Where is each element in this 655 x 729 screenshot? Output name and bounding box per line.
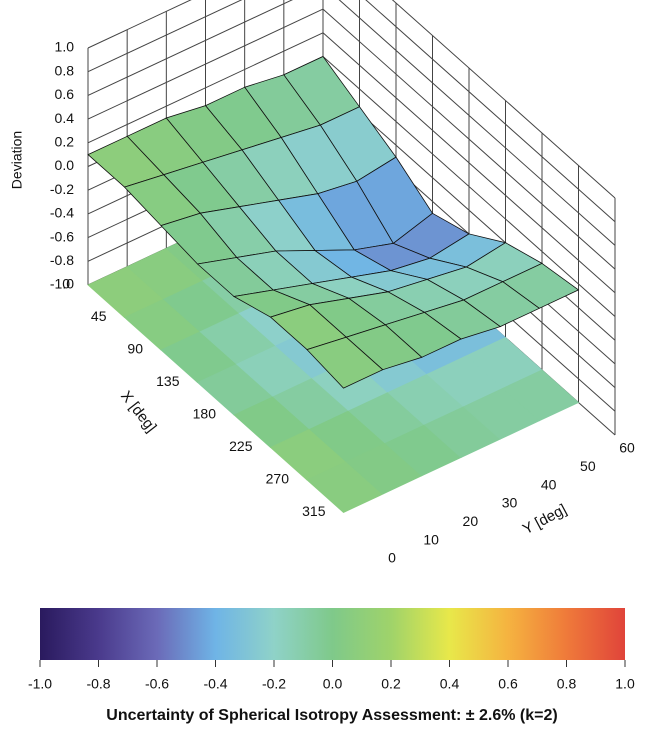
x-tick-label: 270 (266, 471, 290, 487)
y-axis-label: Y [deg] (520, 501, 570, 538)
z-tick-label: 0.4 (55, 110, 75, 126)
y-tick-label: 20 (463, 513, 479, 529)
surface-cell (306, 336, 384, 389)
x-tick-label: 90 (127, 341, 143, 357)
y-tick-label: 30 (502, 495, 518, 511)
contour-cell (502, 369, 580, 422)
x-tick-label: 180 (193, 406, 217, 422)
z-tick-label: -0.6 (50, 228, 74, 244)
colorbar-tick-label: -1.0 (28, 676, 52, 692)
z-tick-label: -0.2 (50, 181, 74, 197)
z-tick-label: 0.0 (55, 157, 75, 173)
z-tick-label: -0.4 (50, 205, 74, 221)
z-tick-label: -1.0 (50, 276, 74, 292)
x-tick-label: 0 (62, 276, 70, 292)
colorbar-tick-label: 0.2 (381, 676, 401, 692)
colorbar-label: Uncertainty of Spherical Isotropy Assess… (106, 707, 557, 724)
colorbar-tick-label: 0.6 (498, 676, 518, 692)
y-tick-label: 10 (423, 531, 439, 547)
colorbar-tick-label: -0.8 (86, 676, 110, 692)
z-tick-label: -0.8 (50, 252, 74, 268)
colorbar-tick-label: 0.8 (557, 676, 577, 692)
colorbar-tick-label: 0.0 (323, 676, 343, 692)
colorbar-tick-label: -0.4 (203, 676, 227, 692)
colorbar-tick-label: 1.0 (615, 676, 635, 692)
colorbar-tick-label: 0.4 (440, 676, 460, 692)
z-tick-label: 1.0 (55, 39, 75, 55)
x-tick-label: 45 (91, 308, 107, 324)
y-tick-label: 0 (388, 550, 396, 566)
colorbar-tick-label: -0.6 (145, 676, 169, 692)
y-tick-label: 60 (619, 440, 635, 456)
x-tick-label: 135 (156, 373, 180, 389)
x-tick-label: 315 (302, 503, 326, 519)
z-axis-label: Deviation (9, 131, 25, 189)
y-tick-label: 50 (580, 458, 596, 474)
labels: -1.0 -0.8 -0.6 -0.4 -0.2 0.0 0.2 0.4 0.6 0.8 1.0 0 1… (50, 39, 635, 566)
x-axis-label: X [deg] (117, 388, 160, 436)
z-tick-label: 0.8 (55, 62, 75, 78)
x-tick-label: 225 (229, 438, 253, 454)
colorbar (40, 608, 625, 660)
colorbar-tick-label: -0.2 (262, 676, 286, 692)
y-tick-label: 40 (541, 476, 557, 492)
z-tick-label: 0.6 (55, 86, 75, 102)
z-tick-label: 0.2 (55, 134, 75, 150)
surface (87, 55, 580, 389)
